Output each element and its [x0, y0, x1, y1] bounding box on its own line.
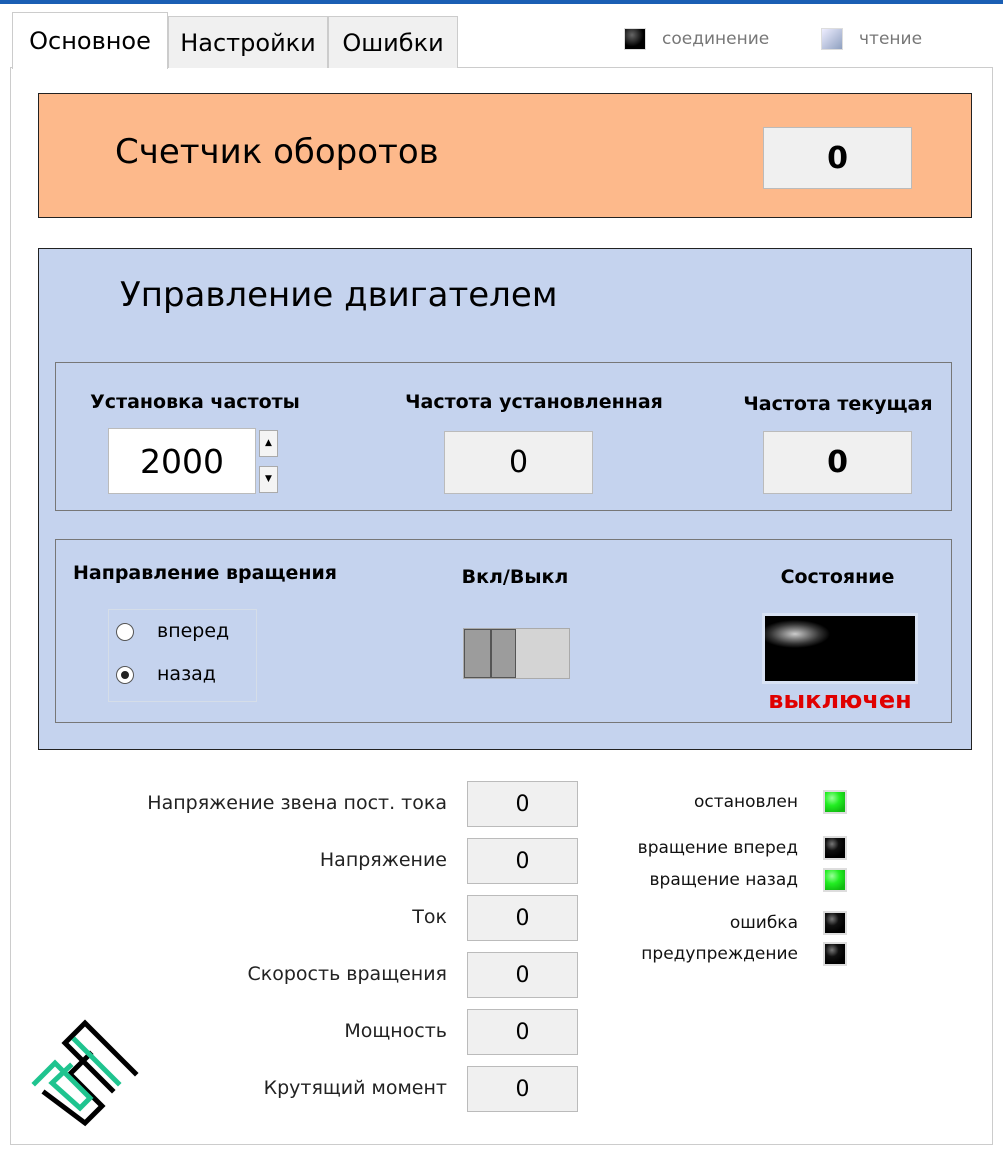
- connection-led-icon: [624, 28, 646, 50]
- company-logo-icon: [31, 1019, 139, 1127]
- measurement-value: 0: [467, 781, 578, 827]
- freq-applied-value: 0: [444, 431, 593, 494]
- indicator-label: остановлен: [693, 792, 798, 812]
- measurement-label: Крутящий момент: [263, 1077, 447, 1099]
- freq-applied-label: Частота установленная: [405, 391, 663, 413]
- error-led-icon: [823, 911, 847, 935]
- measurement-value: 0: [467, 952, 578, 998]
- measurement-label: Скорость вращения: [247, 963, 448, 985]
- tab-errors[interactable]: Ошибки: [328, 16, 458, 68]
- measurement-label: Ток: [412, 906, 447, 928]
- freq-set-input[interactable]: 2000: [108, 428, 256, 494]
- measurement-label: Напряжение: [319, 849, 447, 871]
- radio-forward[interactable]: [116, 623, 134, 641]
- freq-set-label: Установка частоты: [90, 391, 300, 413]
- reading-label: чтение: [859, 29, 923, 49]
- counter-value: 0: [763, 127, 912, 189]
- reading-led-icon: [821, 28, 843, 50]
- motor-title: Управление двигателем: [120, 275, 558, 315]
- tab-settings[interactable]: Настройки: [168, 16, 328, 68]
- indicator-label: ошибка: [729, 913, 798, 933]
- state-label: Состояние: [780, 566, 895, 588]
- measurement-value: 0: [467, 838, 578, 884]
- radio-forward-label[interactable]: вперед: [157, 620, 230, 642]
- backward-led-icon: [823, 868, 847, 892]
- radio-backward[interactable]: [116, 666, 134, 684]
- indicator-label: вращение назад: [649, 870, 798, 890]
- control-group: [55, 539, 952, 723]
- measurement-label: Напряжение звена пост. тока: [147, 792, 447, 814]
- frequency-group: [55, 362, 952, 511]
- onoff-label: Вкл/Выкл: [461, 566, 569, 588]
- state-indicator: [762, 613, 918, 684]
- connection-label: соединение: [662, 29, 770, 49]
- tab-main[interactable]: Основное: [12, 12, 168, 69]
- warning-led-icon: [823, 942, 847, 966]
- state-value: выключен: [768, 686, 912, 714]
- radio-backward-label[interactable]: назад: [157, 663, 216, 685]
- increment-arrow-icon[interactable]: ▲: [259, 430, 278, 457]
- decrement-arrow-icon[interactable]: ▼: [259, 466, 278, 493]
- direction-label: Направление вращения: [72, 562, 337, 584]
- measurement-value: 0: [467, 895, 578, 941]
- freq-current-label: Частота текущая: [743, 393, 933, 415]
- forward-led-icon: [823, 836, 847, 860]
- counter-title: Счетчик оборотов: [115, 132, 439, 172]
- freq-current-value: 0: [763, 431, 912, 494]
- onoff-toggle[interactable]: [463, 628, 570, 679]
- window-top-bar: [0, 0, 1003, 4]
- stopped-led-icon: [823, 790, 847, 814]
- indicator-label: предупреждение: [641, 944, 798, 964]
- measurement-value: 0: [467, 1066, 578, 1112]
- measurement-label: Мощность: [344, 1020, 447, 1042]
- direction-radio-group: [108, 609, 257, 702]
- measurement-value: 0: [467, 1009, 578, 1055]
- indicator-label: вращение вперед: [637, 838, 798, 858]
